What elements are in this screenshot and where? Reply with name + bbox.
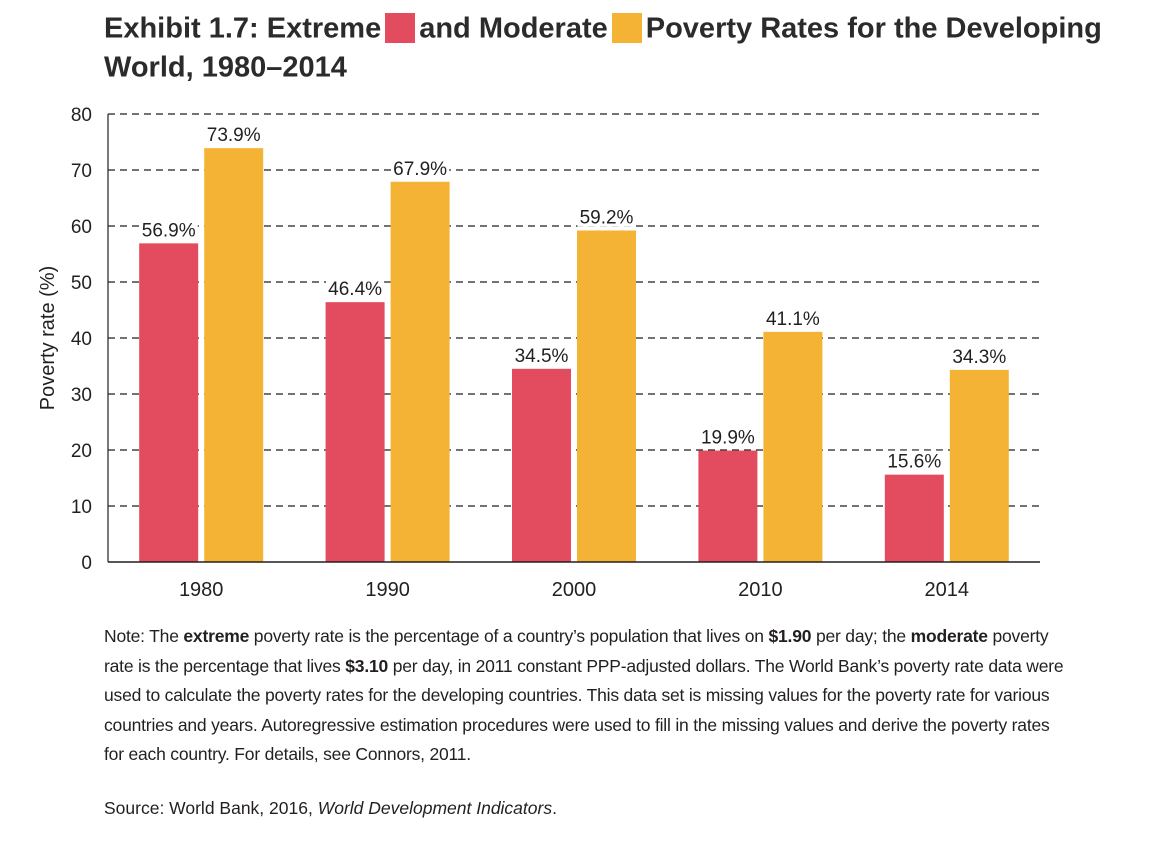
data-label-moderate-1990: 67.9% (393, 159, 447, 180)
bar-moderate-1990 (390, 181, 450, 562)
bar-extreme-2010 (698, 450, 758, 562)
data-label-background (885, 450, 944, 471)
y-tick-label: 60 (71, 217, 92, 238)
legend-swatch-extreme (385, 13, 416, 44)
x-tick-label: 2014 (925, 579, 970, 601)
data-label-moderate-1980: 73.9% (207, 125, 261, 146)
data-label-extreme-1980: 56.9% (142, 220, 196, 241)
data-label-background (763, 307, 822, 328)
x-tick-label: 2000 (552, 579, 597, 601)
bar-moderate-2010 (763, 331, 823, 562)
data-label-extreme-1990: 46.4% (328, 279, 382, 300)
x-tick-label: 1990 (365, 579, 410, 601)
note-amount-moderate: $3.10 (345, 655, 389, 676)
chart-source: Source: World Bank, 2016, World Developm… (104, 798, 557, 819)
note-moderate-word: moderate (910, 626, 988, 646)
note-amount-extreme: $1.90 (768, 626, 812, 646)
data-label-background (950, 345, 1009, 366)
bar-extreme-1980 (139, 243, 199, 563)
data-label-moderate-2000: 59.2% (580, 207, 634, 228)
source-text: . (552, 798, 557, 818)
data-label-extreme-2010: 19.9% (701, 428, 755, 449)
y-tick-label: 70 (71, 161, 92, 182)
y-tick-label: 20 (71, 441, 92, 462)
data-label-extreme-2014: 15.6% (887, 452, 941, 473)
data-label-moderate-2010: 41.1% (766, 309, 820, 330)
y-tick-label: 50 (71, 273, 92, 294)
note-text: per day; the (811, 626, 911, 646)
bar-extreme-1990 (325, 302, 385, 562)
source-title: World Development Indicators (317, 798, 553, 818)
data-label-background (512, 344, 571, 365)
y-tick-label: 0 (81, 553, 92, 574)
data-label-background (204, 124, 263, 145)
title-part-extreme: Exhibit 1.7: Extreme (104, 12, 382, 45)
bar-moderate-1980 (204, 148, 264, 562)
x-tick-label: 1980 (179, 579, 224, 601)
data-label-background (391, 157, 450, 178)
data-label-background (577, 206, 636, 227)
legend-swatch-moderate (611, 13, 642, 44)
y-tick-label: 10 (71, 497, 92, 518)
data-label-background (139, 219, 198, 240)
note-text: poverty rate is the percentage of a coun… (249, 626, 769, 646)
y-tick-label: 80 (71, 105, 92, 126)
bar-moderate-2014 (949, 369, 1009, 562)
data-label-background (326, 278, 385, 299)
y-axis-label: Poverty rate (%) (37, 266, 59, 410)
note-text: poverty rate is the percentage that live… (104, 626, 1049, 676)
bar-extreme-2000 (512, 368, 571, 562)
y-tick-label: 30 (71, 385, 92, 406)
data-label-background (698, 426, 757, 447)
note-text: per day, in 2011 constant PPP-adjusted d… (104, 655, 1064, 765)
chart-title: Exhibit 1.7: Extreme and Moderate Poverty … (104, 8, 1144, 87)
data-label-extreme-2000: 34.5% (515, 346, 569, 367)
data-label-moderate-2014: 34.3% (952, 347, 1006, 368)
bar-chart: 0 10 20 30 40 50 60 70 80 Poverty rate (%) 56.9% 73… (37, 105, 1040, 601)
title-part-moderate: and Moderate (419, 12, 608, 45)
title-part-rest: Poverty Rates for the Developing World, … (104, 12, 1102, 84)
chart-note: Note: The extreme poverty rate is the pe… (104, 622, 1064, 770)
bar-extreme-2014 (884, 474, 944, 562)
note-extreme-word: extreme (183, 626, 250, 646)
y-tick-label: 40 (71, 329, 92, 350)
note-text: Note: The (104, 626, 184, 646)
x-tick-label: 2010 (738, 579, 783, 601)
source-text: Source: World Bank, 2016, (104, 798, 318, 818)
bar-moderate-2000 (577, 230, 636, 563)
